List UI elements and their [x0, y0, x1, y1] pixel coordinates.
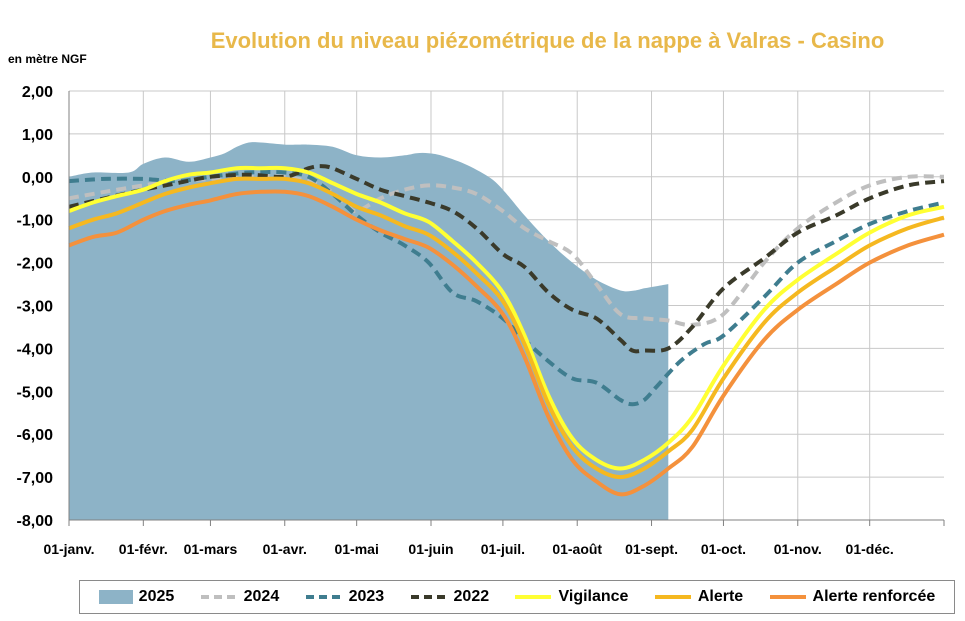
x-tick-label: 01-juil. — [481, 541, 525, 557]
y-tick-label: -6,00 — [17, 427, 54, 444]
legend-swatch-alerte — [654, 595, 691, 599]
series-line-vigilance — [68, 165, 945, 471]
y-tick-label: -1,00 — [17, 213, 54, 230]
x-tick-label: 01-juin — [408, 541, 453, 557]
legend-label-2023: 2023 — [348, 588, 385, 605]
legend-item-2022: 2022 — [410, 588, 490, 606]
legend-label-2022: 2022 — [453, 588, 490, 605]
x-tick-label: 01-mars — [184, 541, 238, 557]
series-line-2022 — [68, 164, 945, 354]
legend-label-2024: 2024 — [243, 588, 280, 605]
legend-swatch-vigilance — [515, 595, 552, 599]
legend-label-alerte: Alerte — [697, 588, 744, 605]
legend-swatch-alerte-renforc-e — [769, 595, 806, 599]
x-tick-label: 01-sept. — [625, 541, 678, 557]
legend-swatch-2023 — [305, 595, 342, 599]
y-tick-label: -3,00 — [17, 299, 54, 316]
y-tick-label: -5,00 — [17, 384, 54, 401]
legend-item-2023: 2023 — [305, 588, 385, 606]
y-tick-label: 1,00 — [22, 127, 53, 144]
legend-item-alerte-renforc-e: Alerte renforcée — [769, 588, 936, 606]
x-tick-label: 01-janv. — [43, 541, 94, 557]
y-tick-label: 2,00 — [22, 84, 53, 101]
legend-swatch-2022 — [410, 595, 447, 599]
x-tick-label: 01-déc. — [846, 541, 894, 557]
legend-item-vigilance: Vigilance — [514, 588, 628, 606]
x-tick-label: 01-févr. — [119, 541, 168, 557]
y-tick-label: -4,00 — [17, 341, 54, 358]
x-tick-label: 01-août — [552, 541, 602, 557]
y-tick-label: 0,00 — [22, 170, 53, 187]
x-tick-label: 01-mai — [334, 541, 378, 557]
series-line-alerte-renforc-e — [68, 189, 945, 497]
y-tick-label: -2,00 — [17, 256, 54, 273]
series-line-alerte — [68, 176, 945, 480]
chart-title: Evolution du niveau piézométrique de la … — [210, 28, 885, 53]
series-area-2025 — [69, 142, 669, 521]
legend-label-alerte-renforc-e: Alerte renforcée — [812, 588, 936, 605]
legend-swatch-2025 — [98, 590, 133, 604]
legend-swatch-2024 — [200, 595, 237, 599]
x-tick-label: 01-nov. — [774, 541, 822, 557]
y-axis-unit-label: en mètre NGF — [8, 52, 87, 66]
line-layer — [68, 164, 945, 497]
legend-label-2025: 2025 — [138, 588, 175, 605]
chart-svg: 2,00 1,00 0,00 -1,00 -2,00 -3,00 -4,00 -5,00 -6,… — [17, 84, 945, 557]
y-tick-label: -7,00 — [17, 470, 54, 487]
legend: 2025 2024 2023 2022 Vigilance Alerte Alerte re… — [79, 580, 955, 614]
axis-layer: 2,00 1,00 0,00 -1,00 -2,00 -3,00 -4,00 -5,00 -6,… — [17, 84, 945, 557]
legend-label-vigilance: Vigilance — [558, 588, 629, 605]
area-layer — [69, 142, 669, 521]
x-tick-label: 01-oct. — [701, 541, 746, 557]
legend-item-2024: 2024 — [200, 588, 280, 606]
x-tick-label: 01-avr. — [263, 541, 307, 557]
y-tick-label: -8,00 — [17, 513, 54, 530]
legend-item-2025: 2025 — [98, 588, 175, 606]
legend-item-alerte: Alerte — [654, 588, 743, 606]
